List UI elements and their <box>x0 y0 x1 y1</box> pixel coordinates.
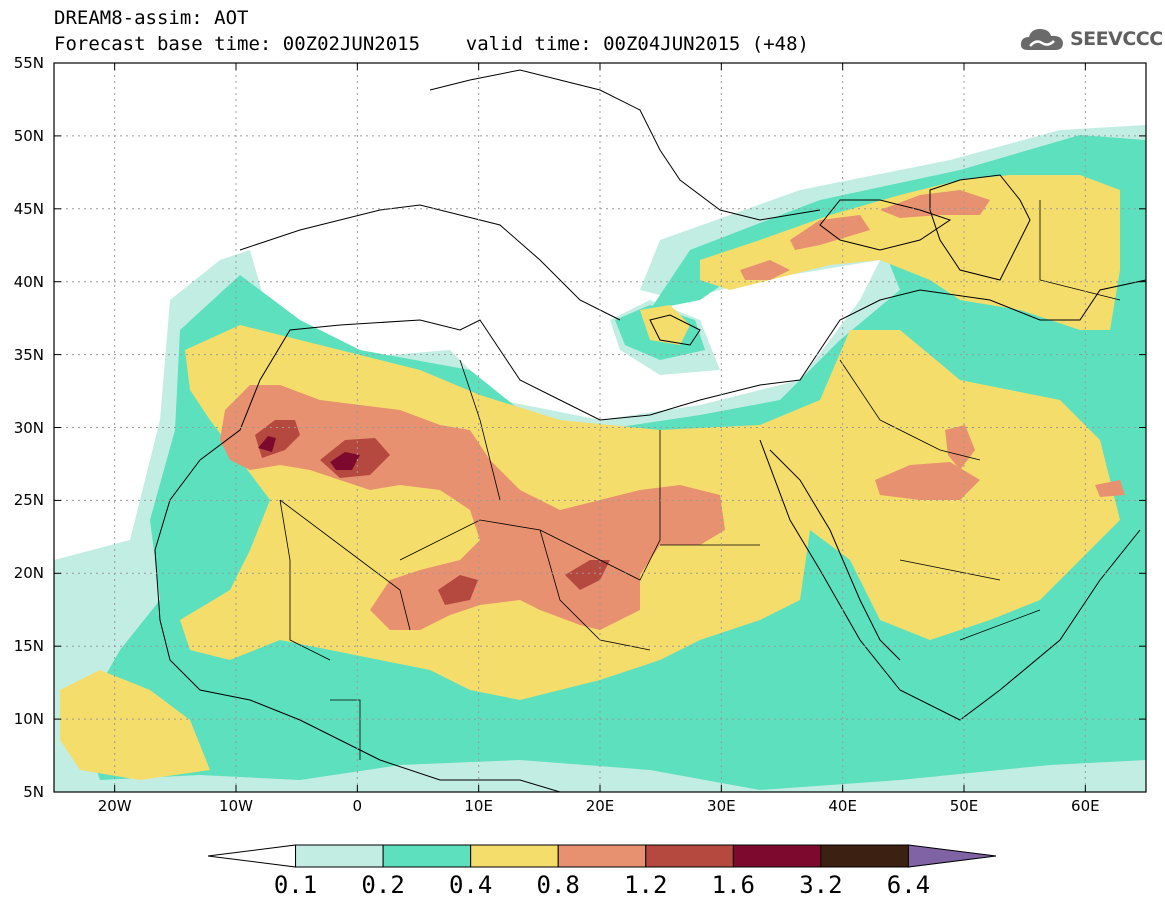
lat-label: 55N <box>13 54 44 72</box>
aot-band-0.8 <box>1095 480 1125 497</box>
lat-label: 40N <box>13 272 44 291</box>
forecast-times: Forecast base time: 00Z02JUN2015 valid t… <box>54 33 809 55</box>
colorbar-label: 0.8 <box>536 871 580 899</box>
lon-label: 20W <box>97 797 132 815</box>
colorbar-under-arrow <box>207 844 297 868</box>
border <box>279 200 1121 760</box>
colorbar-segment <box>295 844 384 868</box>
lat-label: 5N <box>23 783 44 801</box>
coastline <box>769 449 901 661</box>
colorbar-label: 3.2 <box>799 871 843 899</box>
lat-label: 30N <box>13 418 44 437</box>
map-title: DREAM8-assim: AOT <box>54 7 249 29</box>
lat-label: 15N <box>13 637 44 656</box>
colorbar-segment <box>820 844 909 868</box>
colorbar-label: 0.2 <box>361 871 405 899</box>
aot-band-0.4 <box>700 175 1120 330</box>
coastline <box>154 459 561 792</box>
lon-label: 60E <box>1071 797 1100 815</box>
lon-label: 10W <box>219 797 253 815</box>
lon-label: 30E <box>707 797 736 815</box>
colorbar-segment <box>732 844 822 868</box>
colorbar-label: 0.1 <box>273 871 318 899</box>
lat-label: 20N <box>13 564 44 583</box>
lon-label: 0 <box>352 797 363 815</box>
lon-label: 20E <box>585 797 615 815</box>
aot-band-1.6 <box>330 452 360 470</box>
coastline <box>429 69 821 221</box>
gridlines <box>54 63 1146 792</box>
coastline <box>819 199 952 251</box>
coastlines-borders <box>154 69 1146 792</box>
colorbar-segment <box>470 844 559 868</box>
lon-label: 10E <box>464 797 493 815</box>
colorbar-segment <box>645 844 734 868</box>
colorbar-over-arrow <box>907 844 997 868</box>
aot-band-0.4 <box>640 305 690 345</box>
colorbar-segment <box>382 844 472 868</box>
colorbar-label: 1.2 <box>624 871 668 899</box>
colorbar <box>207 844 997 868</box>
colorbar-segment <box>557 844 647 868</box>
lat-label: 50N <box>13 126 44 145</box>
brand-name: SEEVCCC <box>1070 28 1163 50</box>
colorbar-label: 1.6 <box>711 871 755 899</box>
cloud-logo-icon <box>1020 29 1063 50</box>
lat-label: 10N <box>13 710 44 729</box>
brand-logo: SEEVCCC <box>1018 24 1163 54</box>
lat-label: 35N <box>13 345 44 364</box>
aot-band-1.2 <box>565 560 610 590</box>
aot-band-1.6 <box>258 436 276 452</box>
lon-label: 50E <box>949 797 979 815</box>
aot-band-0.8 <box>945 425 975 470</box>
aot-band-0.8 <box>875 462 980 500</box>
aot-band-0.4 <box>60 670 210 780</box>
aot-band-1.2 <box>438 575 478 605</box>
coastline <box>929 174 1031 281</box>
lat-label: 25N <box>13 491 44 510</box>
coastline <box>199 279 1146 461</box>
colorbar-label: 6.4 <box>886 871 931 899</box>
coastline <box>239 204 621 321</box>
aot-band-0.8 <box>880 190 990 218</box>
lat-label: 45N <box>13 199 44 218</box>
aot-band-0.8 <box>740 260 790 280</box>
colorbar-label: 0.4 <box>448 871 493 899</box>
axis-ticks <box>54 62 1146 793</box>
coastline <box>759 439 1141 721</box>
coastline <box>649 314 701 346</box>
lon-label: 40E <box>828 797 857 815</box>
